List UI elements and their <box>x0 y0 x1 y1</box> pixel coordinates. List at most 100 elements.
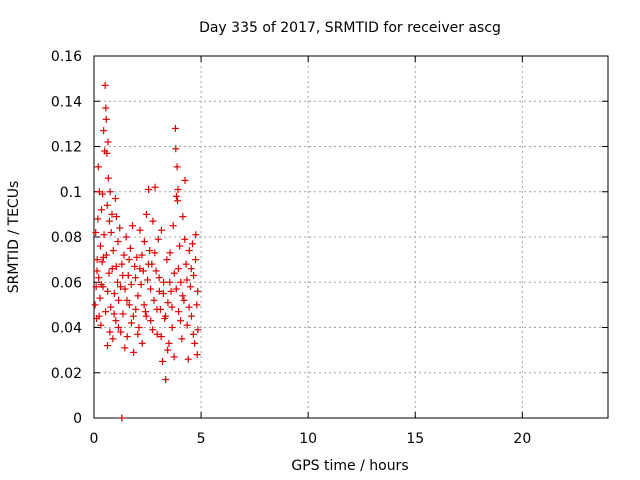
chart-title: Day 335 of 2017, SRMTID for receiver asc… <box>199 20 501 36</box>
y-tick-label: 0.1 <box>60 185 82 201</box>
data-point <box>123 333 131 341</box>
data-point <box>151 249 159 257</box>
data-point <box>192 231 200 239</box>
data-point <box>112 262 120 270</box>
data-point <box>172 285 180 293</box>
data-point <box>127 281 135 289</box>
data-point <box>181 235 189 243</box>
data-point <box>135 324 143 331</box>
data-point <box>104 174 112 182</box>
data-point <box>170 269 178 277</box>
data-point <box>115 296 123 304</box>
data-point <box>109 247 117 255</box>
data-point <box>107 303 115 311</box>
data-point <box>102 308 110 316</box>
y-tick-label: 0 <box>73 411 82 427</box>
y-tick-label: 0.14 <box>51 94 82 110</box>
data-point <box>152 267 160 275</box>
tick-layer: 0 5 10 15 20 0 0.02 0.04 0.06 0.08 0.1 0.12 0.14 0.16 <box>51 49 608 447</box>
data-point <box>136 265 144 273</box>
data-point <box>168 324 176 331</box>
data-point <box>145 185 153 193</box>
data-point <box>183 321 191 329</box>
data-point <box>91 301 99 309</box>
data-point <box>166 249 174 257</box>
data-point <box>99 253 107 261</box>
data-point <box>162 376 170 384</box>
data-point <box>118 260 126 268</box>
data-point <box>134 292 142 300</box>
data-point <box>100 231 108 239</box>
data-point <box>110 290 118 298</box>
data-point <box>92 228 100 236</box>
data-point <box>137 281 145 289</box>
data-point <box>175 308 183 316</box>
data-point <box>136 226 144 234</box>
data-point <box>179 213 187 221</box>
data-point <box>162 312 170 320</box>
x-tick-label: 0 <box>90 431 99 447</box>
data-point <box>149 217 157 225</box>
data-point <box>93 267 101 275</box>
data-point <box>138 339 146 347</box>
data-point <box>153 305 161 313</box>
data-point <box>170 353 178 361</box>
data-point <box>104 287 112 295</box>
data-point <box>167 287 175 295</box>
data-point <box>172 145 180 153</box>
data-point <box>144 260 152 268</box>
data-point <box>186 283 194 291</box>
data-point <box>140 301 148 309</box>
data-point <box>187 312 195 320</box>
y-tick-label: 0.06 <box>51 275 82 291</box>
data-point <box>146 247 154 255</box>
data-point <box>164 346 172 354</box>
data-point <box>103 342 111 350</box>
data-point <box>193 301 201 309</box>
data-point <box>155 287 163 295</box>
data-point <box>119 271 127 279</box>
data-point <box>96 242 104 250</box>
y-tick-label: 0.04 <box>51 321 82 337</box>
data-point <box>96 294 104 302</box>
data-point <box>164 299 172 307</box>
x-tick-label: 10 <box>299 431 317 447</box>
data-point <box>116 224 124 232</box>
data-point <box>150 296 158 304</box>
data-point <box>112 213 120 221</box>
data-points <box>91 81 202 422</box>
data-point <box>172 192 180 200</box>
data-point <box>166 278 174 286</box>
data-point <box>184 355 192 363</box>
data-point <box>185 303 193 311</box>
data-point <box>134 330 142 338</box>
data-point <box>107 228 115 236</box>
x-tick-label: 20 <box>513 431 531 447</box>
data-point <box>117 283 125 291</box>
data-point <box>157 226 165 234</box>
data-point <box>192 256 200 264</box>
data-point <box>147 317 155 325</box>
x-tick-label: 5 <box>197 431 206 447</box>
data-point <box>127 319 135 327</box>
data-point <box>142 210 150 218</box>
data-point <box>131 262 139 270</box>
data-point <box>178 335 186 343</box>
data-point <box>189 330 197 338</box>
data-point <box>174 185 182 193</box>
data-point <box>180 296 188 304</box>
data-point <box>104 138 112 146</box>
data-point <box>114 278 122 286</box>
data-point <box>177 278 185 286</box>
data-point <box>123 296 131 304</box>
data-point <box>174 265 182 273</box>
data-point <box>105 217 113 225</box>
data-point <box>149 326 157 334</box>
y-tick-label: 0.12 <box>51 140 82 156</box>
data-point <box>120 251 128 259</box>
data-point <box>163 256 171 264</box>
data-point <box>147 285 155 293</box>
data-point <box>168 303 176 311</box>
